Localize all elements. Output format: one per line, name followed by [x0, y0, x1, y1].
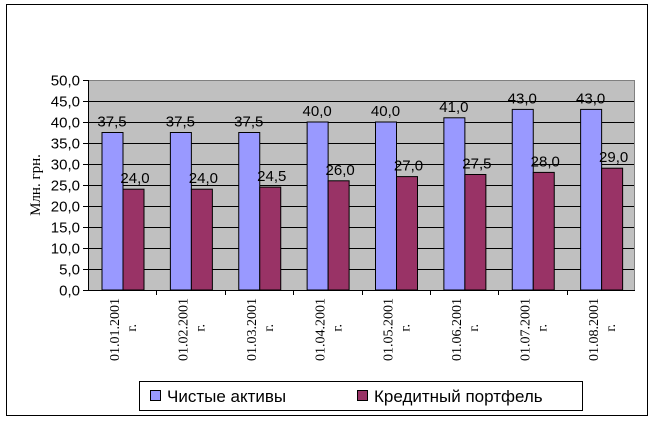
- y-tick-label: 0,0: [59, 283, 80, 300]
- data-label: 28,0: [531, 153, 560, 170]
- data-label: 37,5: [234, 114, 263, 131]
- bar-credit-portfolio: [190, 188, 213, 291]
- legend-label: Чистые активы: [167, 387, 286, 406]
- x-tick-label-date: 01.07.2001: [518, 298, 533, 361]
- x-tick-label-suffix: г.: [330, 324, 345, 332]
- bar-net-assets: [238, 132, 261, 291]
- legend-swatch: [357, 390, 368, 401]
- x-tick-label-date: 01.03.2001: [245, 298, 260, 361]
- x-tick-label-date: 01.02.2001: [177, 298, 192, 361]
- data-label: 37,5: [97, 114, 126, 131]
- legend-label: Кредитный портфель: [374, 387, 543, 406]
- bar-net-assets: [375, 121, 397, 291]
- bar-credit-portfolio: [122, 188, 145, 291]
- x-tick-label-suffix: г.: [194, 324, 209, 332]
- data-label: 29,0: [599, 149, 628, 166]
- y-tick-label: 5,0: [59, 262, 80, 279]
- x-tick-label-suffix: г.: [125, 324, 140, 332]
- x-tick-label-suffix: г.: [399, 324, 414, 332]
- x-tick-label-date: 01.04.2001: [313, 298, 328, 361]
- bar-credit-portfolio: [464, 174, 487, 291]
- y-tick-label: 10,0: [51, 241, 80, 258]
- bar-net-assets: [580, 108, 603, 291]
- y-tick-label: 15,0: [51, 220, 80, 237]
- x-tick-label-suffix: г.: [535, 324, 550, 332]
- y-tick-label: 50,0: [51, 73, 80, 90]
- y-tick-label: 35,0: [51, 136, 80, 153]
- bar-net-assets: [443, 117, 466, 291]
- data-label: 24,5: [257, 168, 286, 185]
- bar-credit-portfolio: [327, 180, 350, 291]
- bar-credit-portfolio: [396, 176, 418, 291]
- data-label: 24,0: [189, 170, 218, 187]
- bar-net-assets: [169, 132, 192, 291]
- bar-credit-portfolio: [601, 167, 624, 291]
- data-label: 26,0: [326, 162, 355, 179]
- y-tick-label: 30,0: [51, 157, 80, 174]
- data-label: 27,0: [394, 158, 423, 175]
- y-tick-label: 20,0: [51, 199, 80, 216]
- y-axis-title: Млн. грн.: [28, 154, 44, 216]
- data-label: 40,0: [303, 103, 332, 120]
- y-tick-label: 45,0: [51, 94, 80, 111]
- x-tick-label-date: 01.05.2001: [382, 298, 397, 361]
- data-label: 41,0: [439, 99, 468, 116]
- bar-net-assets: [511, 108, 534, 291]
- data-label: 43,0: [576, 90, 605, 107]
- y-tick-label: 25,0: [51, 178, 80, 195]
- y-tick-label: 40,0: [51, 115, 80, 132]
- data-label: 37,5: [166, 114, 195, 131]
- x-tick-label-suffix: г.: [604, 324, 619, 332]
- data-label: 24,0: [120, 170, 149, 187]
- bar-credit-portfolio: [259, 186, 282, 291]
- data-label: 27,5: [462, 156, 491, 173]
- x-tick-label-date: 01.06.2001: [450, 298, 465, 361]
- x-tick-label-date: 01.01.2001: [108, 298, 123, 361]
- data-label: 43,0: [508, 90, 537, 107]
- data-label: 40,0: [371, 103, 400, 120]
- x-tick-label-suffix: г.: [262, 324, 277, 332]
- x-tick-label-suffix: г.: [467, 324, 482, 332]
- x-tick-label-date: 01.08.2001: [587, 298, 602, 361]
- bar-net-assets: [306, 121, 329, 291]
- bar-credit-portfolio: [532, 171, 555, 291]
- bar-net-assets: [101, 132, 124, 291]
- legend-swatch: [150, 390, 161, 401]
